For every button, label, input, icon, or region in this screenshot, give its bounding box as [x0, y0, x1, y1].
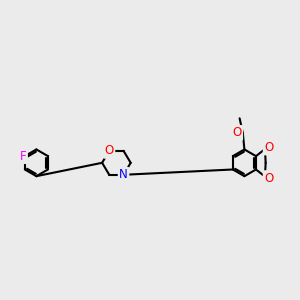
- Text: F: F: [20, 150, 26, 163]
- Text: O: O: [264, 172, 273, 184]
- Text: N: N: [119, 168, 128, 181]
- Text: O: O: [232, 126, 242, 139]
- Text: O: O: [264, 141, 273, 154]
- Text: O: O: [105, 144, 114, 157]
